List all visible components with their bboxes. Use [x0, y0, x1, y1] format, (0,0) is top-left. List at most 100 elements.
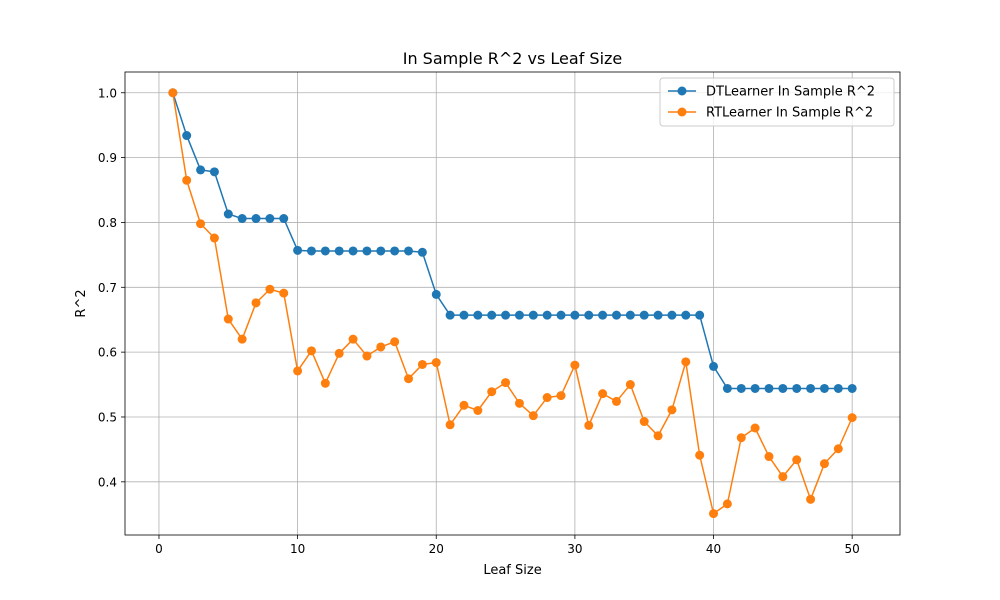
data-point-dtlearner [542, 310, 552, 320]
data-point-rtlearner [251, 298, 261, 308]
data-point-dtlearner [514, 310, 524, 320]
x-axis-label: Leaf Size [483, 563, 541, 578]
data-series [168, 88, 857, 519]
data-point-dtlearner [417, 247, 427, 257]
data-point-dtlearner [279, 214, 289, 224]
data-point-rtlearner [806, 494, 816, 504]
data-point-rtlearner [348, 334, 358, 344]
data-point-dtlearner [265, 214, 275, 224]
data-point-rtlearner [681, 357, 691, 367]
data-point-rtlearner [778, 472, 788, 482]
data-point-rtlearner [792, 455, 802, 465]
data-point-rtlearner [695, 450, 705, 460]
data-point-dtlearner [750, 383, 760, 393]
data-point-rtlearner [639, 417, 649, 427]
data-point-dtlearner [487, 310, 497, 320]
data-point-rtlearner [293, 366, 303, 376]
data-point-rtlearner [431, 358, 441, 368]
data-point-dtlearner [819, 383, 829, 393]
data-point-dtlearner [556, 310, 566, 320]
data-point-dtlearner [376, 246, 386, 256]
data-point-rtlearner [459, 400, 469, 410]
data-point-rtlearner [320, 378, 330, 388]
data-point-dtlearner [459, 310, 469, 320]
x-tick-label: 0 [155, 542, 163, 556]
data-point-dtlearner [709, 361, 719, 371]
data-point-dtlearner [362, 246, 372, 256]
data-point-rtlearner [223, 314, 233, 324]
data-point-dtlearner [237, 214, 247, 224]
x-tick-label: 20 [429, 542, 444, 556]
y-axis-label: R^2 [74, 289, 89, 317]
y-tick-label: 0.5 [98, 410, 117, 424]
data-point-dtlearner [251, 214, 261, 224]
legend-marker-dtlearner [677, 86, 687, 96]
data-point-rtlearner [168, 88, 178, 98]
data-point-dtlearner [306, 246, 316, 256]
data-point-dtlearner [584, 310, 594, 320]
data-point-rtlearner [819, 459, 829, 469]
data-point-dtlearner [667, 310, 677, 320]
y-tick-label: 0.7 [98, 281, 117, 295]
data-point-rtlearner [279, 288, 289, 298]
x-tick-label: 10 [290, 542, 305, 556]
data-point-rtlearner [653, 431, 663, 441]
data-point-rtlearner [847, 413, 857, 423]
data-point-rtlearner [501, 378, 511, 388]
data-point-rtlearner [542, 393, 552, 403]
data-point-dtlearner [598, 310, 608, 320]
data-point-rtlearner [528, 411, 538, 421]
data-point-dtlearner [722, 383, 732, 393]
data-point-dtlearner [528, 310, 538, 320]
data-point-dtlearner [473, 310, 483, 320]
data-point-rtlearner [514, 398, 524, 408]
data-point-dtlearner [833, 383, 843, 393]
data-point-rtlearner [237, 334, 247, 344]
grid-lines [125, 72, 900, 535]
y-tick-label: 0.9 [98, 151, 117, 165]
data-point-dtlearner [736, 383, 746, 393]
series-rtlearner [168, 88, 857, 519]
legend-label-rtlearner: RTLearner In Sample R^2 [706, 106, 873, 121]
data-point-rtlearner [764, 452, 774, 462]
data-point-rtlearner [417, 359, 427, 369]
data-point-dtlearner [792, 383, 802, 393]
data-point-dtlearner [431, 289, 441, 299]
data-point-rtlearner [487, 387, 497, 397]
data-point-dtlearner [501, 310, 511, 320]
data-point-dtlearner [445, 310, 455, 320]
data-point-rtlearner [611, 396, 621, 406]
series-dtlearner [168, 88, 857, 393]
data-point-rtlearner [390, 337, 400, 347]
data-point-rtlearner [709, 509, 719, 519]
legend-marker-rtlearner [677, 107, 687, 117]
data-point-dtlearner [806, 383, 816, 393]
data-point-dtlearner [611, 310, 621, 320]
data-point-dtlearner [847, 383, 857, 393]
axes: 0 10 20 30 40 50 0.4 0.5 0.6 0.7 0.8 0.9 1.0 [98, 86, 860, 556]
legend: DTLearner In Sample R^2 RTLearner In Sam… [659, 77, 895, 127]
data-point-rtlearner [473, 406, 483, 415]
data-point-rtlearner [209, 233, 219, 243]
data-point-rtlearner [667, 405, 677, 415]
data-point-rtlearner [750, 423, 760, 433]
series-line-rtlearner [172, 92, 853, 515]
data-point-rtlearner [625, 380, 635, 390]
data-point-dtlearner [695, 310, 705, 320]
data-point-rtlearner [362, 351, 372, 361]
data-point-dtlearner [209, 167, 219, 177]
data-point-dtlearner [223, 209, 233, 219]
data-point-rtlearner [736, 433, 746, 443]
plot-frame [124, 71, 901, 536]
data-point-dtlearner [778, 383, 788, 393]
data-point-rtlearner [404, 374, 414, 384]
data-point-dtlearner [390, 246, 400, 256]
y-tick-label: 0.6 [98, 346, 117, 360]
y-tick-label: 1.0 [98, 86, 117, 100]
legend-label-dtlearner: DTLearner In Sample R^2 [706, 85, 875, 100]
chart-title: In Sample R^2 vs Leaf Size [403, 49, 623, 68]
data-point-rtlearner [265, 284, 275, 294]
data-point-rtlearner [306, 346, 316, 356]
data-point-rtlearner [182, 175, 192, 185]
